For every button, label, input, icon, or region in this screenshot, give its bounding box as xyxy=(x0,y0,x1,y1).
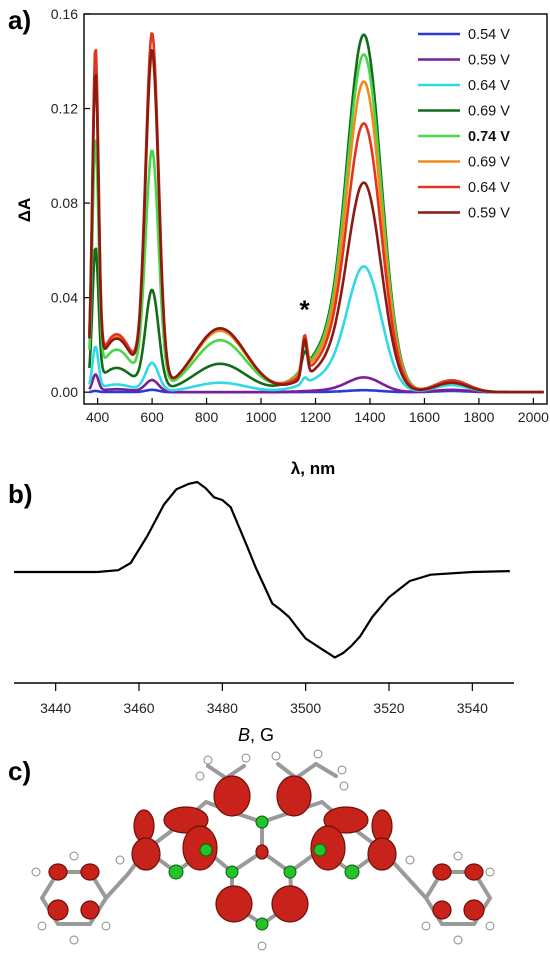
epr-trace xyxy=(14,480,510,659)
y-tick-label: 0.00 xyxy=(51,384,78,400)
x-tick-label: 400 xyxy=(86,409,110,425)
x-tick-label: 1200 xyxy=(300,409,331,425)
x-tick-label: 2000 xyxy=(518,409,549,425)
series-line-8 xyxy=(88,49,544,394)
legend: 0.54 V 0.59 V 0.64 V 0.69 V 0.74 V 0.69 V 0.64… xyxy=(418,27,510,222)
spin-density-lobes xyxy=(47,775,485,923)
x-tick-label: 1800 xyxy=(463,409,494,425)
panel-c-spin-density-model: c) xyxy=(8,749,495,951)
nitrogen-atoms xyxy=(168,815,360,931)
x-axis-title: λ, nm xyxy=(291,459,335,478)
series-line-2 xyxy=(88,373,544,394)
x-tick-label: 3460 xyxy=(123,700,154,716)
x-tick-label: 1600 xyxy=(409,409,440,425)
legend-label: 0.74 V xyxy=(468,129,510,145)
panel-c-label: c) xyxy=(8,756,31,786)
x-tick-label: 800 xyxy=(195,409,219,425)
y-tick-label: 0.16 xyxy=(51,6,78,22)
x-tick-label: 3520 xyxy=(373,700,404,716)
x-axis-ticks-b: 3440 3460 3480 3500 3520 3540 xyxy=(40,683,488,716)
legend-label: 0.54 V xyxy=(468,27,510,43)
x-tick-label: 3480 xyxy=(207,700,238,716)
legend-label: 0.69 V xyxy=(468,104,510,120)
y-axis-title: ΔA xyxy=(15,198,34,223)
legend-label: 0.64 V xyxy=(468,180,510,196)
series-line-3 xyxy=(88,265,544,394)
epr-trace-line xyxy=(14,480,510,659)
asterisk-annotation: * xyxy=(300,294,311,324)
y-axis-ticks: 0.00 0.04 0.08 0.12 0.16 xyxy=(51,6,90,400)
y-tick-label: 0.12 xyxy=(51,101,78,117)
x-tick-label: 1000 xyxy=(245,409,276,425)
panel-a-spectra-chart: a) 0.00 0.04 0.08 0.12 0.16 400 600 800 1000 120… xyxy=(8,5,549,478)
x-tick-label: 1400 xyxy=(354,409,385,425)
panel-b-epr-chart: b) 3440 3460 3480 3500 3520 3540 B, G xyxy=(8,479,514,745)
y-tick-label: 0.08 xyxy=(51,195,78,211)
series-lines xyxy=(88,32,544,394)
legend-label: 0.59 V xyxy=(468,206,510,222)
y-tick-label: 0.04 xyxy=(51,290,78,306)
x-tick-label: 3540 xyxy=(457,700,488,716)
hydrogen-atoms xyxy=(31,749,495,951)
panel-a-label: a) xyxy=(8,5,31,35)
x-tick-label: 3440 xyxy=(40,700,71,716)
x-tick-label: 3500 xyxy=(290,700,321,716)
x-axis-ticks: 400 600 800 1000 1200 1400 1600 1800 2000 xyxy=(86,398,549,425)
molecule-bonds xyxy=(39,762,493,926)
x-tick-label: 600 xyxy=(140,409,164,425)
x-axis-title-b: B, G xyxy=(238,725,274,745)
panel-b-label: b) xyxy=(8,479,33,509)
legend-label: 0.69 V xyxy=(468,155,510,171)
legend-label: 0.64 V xyxy=(468,78,510,94)
legend-label: 0.59 V xyxy=(468,53,510,69)
